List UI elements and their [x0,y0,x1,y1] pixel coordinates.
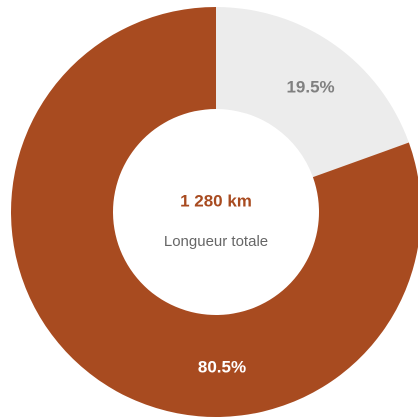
slice-label: 80.5% [198,357,246,376]
slice-label: 19.5% [286,77,334,96]
slice [11,7,418,417]
center-label: Longueur totale [164,233,268,250]
slice [216,7,409,178]
center-value: 1 280 km [180,191,252,210]
